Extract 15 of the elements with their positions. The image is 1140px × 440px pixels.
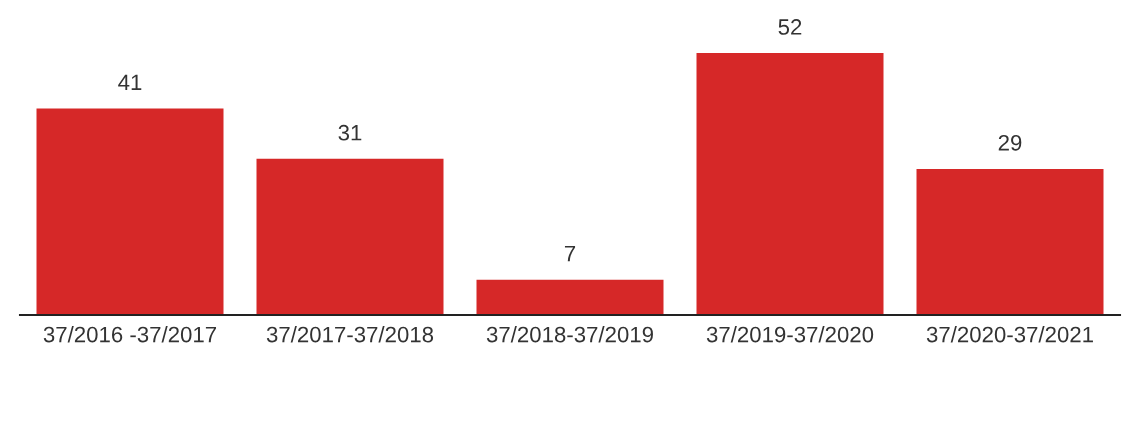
bar: [36, 108, 224, 315]
data-label: 31: [338, 124, 362, 141]
bar: [696, 53, 884, 315]
data-label: 52: [778, 19, 802, 35]
x-tick-label: 37/2020-37/2021: [926, 326, 1093, 343]
x-tick-label: 37/2019-37/2020: [706, 326, 874, 343]
bar: [916, 168, 1104, 315]
x-tick-label: 37/2018-37/2019: [486, 326, 653, 343]
bar: [476, 279, 664, 315]
data-label: 7: [564, 245, 576, 262]
x-tick-label: 37/2017-37/2018: [266, 326, 434, 343]
data-label: 29: [998, 134, 1022, 151]
data-label: 41: [118, 74, 142, 90]
x-tick-label: 37/2016 -37/2017: [43, 326, 217, 343]
bar: [256, 158, 444, 315]
